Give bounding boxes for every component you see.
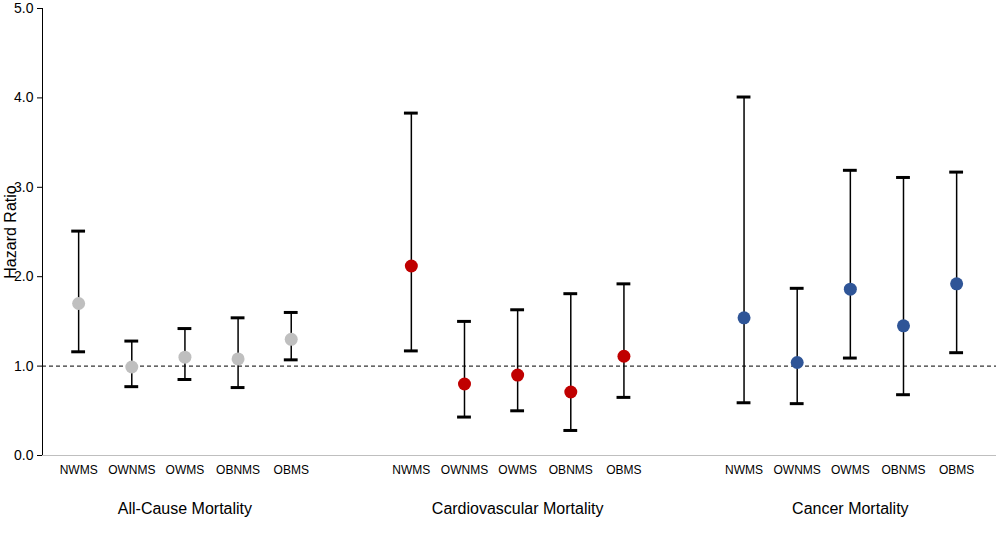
svg-text:OWMS: OWMS	[166, 463, 205, 477]
svg-text:OWNMS: OWNMS	[108, 463, 155, 477]
svg-text:NWMS: NWMS	[725, 463, 763, 477]
svg-text:5.0: 5.0	[14, 0, 34, 16]
svg-text:Cardiovascular Mortality: Cardiovascular Mortality	[432, 500, 604, 517]
svg-text:1.0: 1.0	[14, 358, 34, 374]
svg-text:OBMS: OBMS	[606, 463, 641, 477]
svg-text:OWNMS: OWNMS	[774, 463, 821, 477]
svg-text:4.0: 4.0	[14, 89, 34, 105]
svg-text:NWMS: NWMS	[392, 463, 430, 477]
svg-text:0.0: 0.0	[14, 447, 34, 463]
svg-text:OBNMS: OBNMS	[549, 463, 593, 477]
svg-text:Cancer Mortality: Cancer Mortality	[792, 500, 908, 517]
svg-text:All-Cause Mortality: All-Cause Mortality	[118, 500, 252, 517]
svg-text:3.0: 3.0	[14, 178, 34, 195]
svg-text:OWMS: OWMS	[498, 463, 537, 477]
svg-text:2.0: 2.0	[14, 268, 34, 285]
svg-text:OWMS: OWMS	[831, 463, 870, 477]
svg-text:Hazard Ratio: Hazard Ratio	[2, 185, 19, 278]
svg-text:NWMS: NWMS	[60, 463, 98, 477]
svg-text:OBNMS: OBNMS	[216, 463, 260, 477]
svg-text:OWNMS: OWNMS	[441, 463, 488, 477]
svg-text:OBMS: OBMS	[274, 463, 309, 477]
svg-text:OBNMS: OBNMS	[881, 463, 925, 477]
svg-text:OBMS: OBMS	[939, 463, 974, 477]
